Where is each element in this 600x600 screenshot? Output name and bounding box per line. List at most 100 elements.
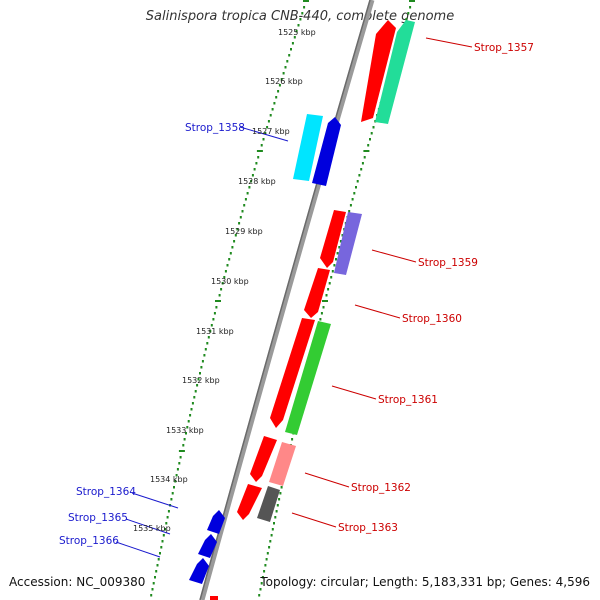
tick-dot [286,60,289,63]
tick-label: 1525 kbp [278,28,316,37]
tick-dot [331,270,334,273]
gene-red-1531[interactable] [270,318,315,428]
gene-red-1529[interactable] [320,210,346,268]
tick-dot [256,150,263,152]
gene-strop-1366[interactable] [189,558,209,584]
tick-dot [178,462,181,465]
topology-text: Topology: circular; Length: 5,183,331 bp… [260,575,590,589]
tick-dot [264,564,267,567]
tick-dot [275,96,278,99]
tick-dot [228,258,231,261]
tick-dot [303,6,306,9]
tick-label: 1526 kbp [265,77,303,86]
gene-fragment-bottom [210,596,218,600]
tick-dot [264,132,267,135]
tick-dot [189,414,192,417]
tick-dot [162,534,165,537]
tick-dot [215,300,221,302]
tick-label: 1528 kbp [238,177,276,186]
tick-dot [197,378,200,381]
connector-strop-1357 [425,37,473,48]
genome-backbone-highlight [199,0,371,600]
gene-strop-1358[interactable] [312,117,341,186]
tick-dot [407,12,410,15]
connector-strop-1361 [331,385,377,400]
tick-dot [320,312,323,315]
tick-dot [166,516,169,519]
tick-dot [299,18,302,21]
gene-label-strop-1366[interactable]: Strop_1366 [59,535,119,547]
gene-label-strop-1359[interactable]: Strop_1359 [418,257,478,269]
tick-dot [155,570,158,573]
gene-label-strop-1358[interactable]: Strop_1358 [185,122,245,134]
gene-strop-1357-mint[interactable] [375,20,415,124]
connector-strop-1362 [304,472,350,488]
tick-dot [231,246,234,249]
tick-dot [297,24,300,27]
accession-text: Accession: NC_009380 [9,575,146,589]
tick-dot [280,486,283,489]
tick-dot [257,156,260,159]
tick-label: 1531 kbp [196,327,234,336]
tick-dot [253,168,256,171]
tick-dot [185,432,187,435]
gene-label-strop-1361[interactable]: Strop_1361 [378,394,438,406]
gene-label-strop-1364[interactable]: Strop_1364 [76,486,136,498]
tick-dot [363,156,366,159]
gene-label-strop-1363[interactable]: Strop_1363 [338,522,398,534]
tick-label: 1533 kbp [166,426,204,435]
gene-strop-1364[interactable] [207,510,225,534]
gene-label-strop-1362[interactable]: Strop_1362 [351,482,411,494]
tick-dot [220,288,223,291]
connector-strop-1359 [371,249,417,263]
tick-dot [243,204,246,207]
gene-strop-1363[interactable] [257,486,280,522]
tick-label: 1532 kbp [182,376,220,385]
gene-strop-1359[interactable] [334,212,362,275]
gene-strop-1361[interactable] [285,321,331,435]
tick-dot [293,36,296,39]
tick-dot [367,144,370,147]
gene-strop-1365[interactable] [198,534,217,558]
gene-label-strop-1357[interactable]: Strop_1357 [474,42,534,54]
tick-dot [199,372,201,375]
tick-dot [262,138,265,141]
tick-dot [291,438,294,441]
connector-strop-1364 [131,492,179,509]
tick-dot [194,390,197,393]
tick-dot [255,162,258,165]
tick-dot [284,66,287,69]
tick-label: 1534 kbp [150,475,188,484]
tick-dot [171,492,174,495]
tick-dot [191,402,194,405]
tick-dot [279,492,282,495]
tick-dot [273,102,276,105]
tick-dot [233,240,236,243]
tick-dot [248,186,251,189]
tick-dot [246,192,249,195]
tick-dot [360,168,363,171]
tick-dot [241,210,244,213]
gene-red-1534[interactable] [237,484,262,520]
tick-dot [274,516,277,519]
tick-dot [196,384,199,387]
gene-label-strop-1365[interactable]: Strop_1365 [68,512,128,524]
tick-dot [186,426,189,429]
tick-dot [280,78,283,81]
gene-strop-1360[interactable] [304,268,330,318]
gene-red-1533[interactable] [250,436,277,482]
tick-dot [203,354,206,357]
tick-dot [282,72,285,75]
tick-dot [372,126,375,129]
tick-label: 1535 kbp [133,524,171,533]
tick-dot [160,546,163,549]
tick-dot [333,264,336,267]
gene-strop-1357-red[interactable] [361,20,396,122]
gene-strop-1362[interactable] [269,442,296,486]
tick-dot [209,330,212,333]
tick-dot [291,42,294,45]
gene-cyan[interactable] [293,114,323,181]
gene-label-strop-1360[interactable]: Strop_1360 [402,313,462,325]
tick-dot [405,18,408,21]
